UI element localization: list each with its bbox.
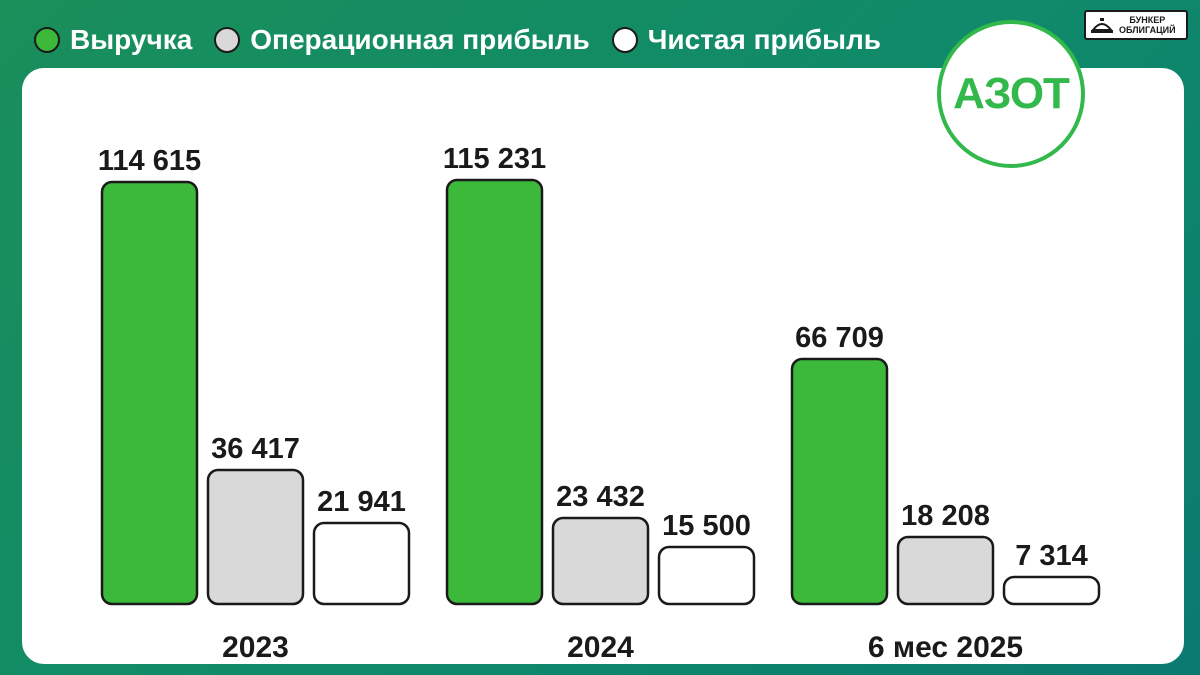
- data-label-net-2: 7 314: [1015, 540, 1088, 572]
- brand-line-2: ОБЛИГАЦИЙ: [1119, 25, 1176, 35]
- data-label-operating-1: 23 432: [556, 481, 645, 513]
- bar-net-2: [1002, 575, 1101, 606]
- data-label-net-1: 15 500: [662, 510, 751, 542]
- chart-legend: Выручка Операционная прибыль Чистая приб…: [34, 18, 881, 62]
- brand-badge: БУНКЕР ОБЛИГАЦИЙ: [1084, 10, 1188, 40]
- data-label-operating-0: 36 417: [211, 433, 300, 465]
- category-label-0: 2023: [222, 631, 289, 664]
- category-label-1: 2024: [567, 631, 634, 664]
- data-label-net-0: 21 941: [317, 486, 406, 518]
- legend-item-net: Чистая прибыль: [611, 24, 881, 56]
- bar-revenue-2: [790, 357, 889, 606]
- data-label-revenue-2: 66 709: [795, 322, 884, 354]
- data-label-revenue-0: 114 615: [98, 145, 201, 177]
- bar-net-0: [312, 521, 411, 606]
- data-label-operating-2: 18 208: [901, 500, 990, 532]
- logo-text: АЗОТ: [953, 69, 1070, 118]
- data-label-revenue-1: 115 231: [443, 143, 546, 175]
- bar-operating-0: [206, 468, 305, 606]
- brand-name: БУНКЕР ОБЛИГАЦИЙ: [1119, 15, 1176, 35]
- category-label-2: 6 мес 2025: [868, 631, 1023, 664]
- bar-revenue-0: [100, 180, 199, 606]
- legend-label-operating: Операционная прибыль: [250, 24, 590, 55]
- bar-operating-1: [551, 516, 650, 606]
- legend-label-net: Чистая прибыль: [647, 24, 881, 55]
- legend-item-operating: Операционная прибыль: [214, 24, 590, 56]
- legend-swatch-revenue: [34, 27, 60, 53]
- bar-net-1: [657, 545, 756, 606]
- brand-line-1: БУНКЕР: [1129, 15, 1166, 25]
- company-logo: АЗОТ: [937, 20, 1085, 168]
- bunker-icon: [1090, 18, 1114, 33]
- bar-revenue-1: [445, 178, 544, 606]
- legend-swatch-net: [611, 27, 638, 53]
- legend-label-revenue: Выручка: [70, 24, 193, 55]
- legend-swatch-operating: [214, 27, 241, 53]
- bar-operating-2: [896, 535, 995, 606]
- legend-item-revenue: Выручка: [34, 24, 192, 56]
